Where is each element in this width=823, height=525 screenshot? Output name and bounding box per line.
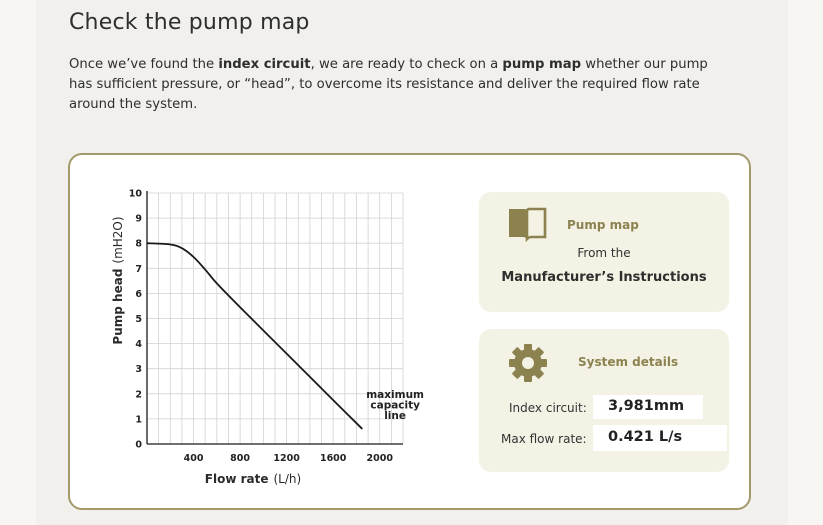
y-axis-label-unit: (mH2O) bbox=[111, 216, 125, 263]
x-axis-label: Flow rate (L/h) bbox=[205, 472, 301, 486]
pump-map-chart: 400 800 1200 1600 2000 0 1 2 3 4 5 6 7 8 9 10 maximum ca… bbox=[111, 189, 424, 487]
y-tick-label: 1 bbox=[135, 414, 142, 425]
chart-axes bbox=[146, 191, 403, 445]
x-tick-label: 1200 bbox=[273, 453, 300, 464]
chart-grid bbox=[147, 192, 404, 444]
pump-map-title: Pump map bbox=[567, 218, 639, 232]
y-tick-label: 5 bbox=[135, 314, 142, 325]
y-tick-label: 6 bbox=[135, 289, 142, 300]
x-tick-label: 1600 bbox=[320, 453, 347, 464]
intro-text-3: whether our pump has sufficient pressure… bbox=[69, 57, 708, 112]
max-flow-value: 0.421 L/s bbox=[608, 429, 683, 445]
pump-map-panel: Pump map From the Manufacturer’s Instruc… bbox=[479, 192, 729, 312]
index-circuit-value: 3,981mm bbox=[608, 398, 685, 414]
intro-text-1: Once we’ve found the bbox=[69, 57, 219, 72]
intro-bold-index-circuit: index circuit bbox=[218, 57, 311, 72]
pump-map-source: Manufacturer’s Instructions bbox=[501, 270, 707, 285]
chart-annotation: maximum capacity line bbox=[366, 389, 424, 422]
intro-text-2: , we are ready to check on a bbox=[310, 57, 503, 72]
intro-bold-pump-map: pump map bbox=[502, 57, 582, 72]
book-icon bbox=[509, 207, 547, 242]
annotation-line-1: maximum bbox=[366, 389, 424, 401]
intro-paragraph: Once we’ve found the index circuit, we a… bbox=[69, 55, 719, 115]
y-axis-label-name: Pump head bbox=[111, 269, 125, 345]
pump-curve-line bbox=[146, 242, 363, 430]
y-tick-label: 8 bbox=[135, 239, 142, 250]
y-tick-label: 2 bbox=[135, 389, 142, 400]
gear-icon bbox=[509, 344, 547, 382]
x-axis-label-name: Flow rate bbox=[205, 472, 269, 486]
x-tick-label: 2000 bbox=[367, 453, 394, 464]
max-flow-label: Max flow rate: bbox=[501, 432, 587, 446]
y-tick-label: 10 bbox=[129, 189, 143, 200]
y-tick-label: 4 bbox=[135, 339, 142, 350]
pump-map-subtitle: From the bbox=[577, 246, 631, 260]
x-tick-label: 800 bbox=[230, 453, 250, 464]
y-tick-label: 0 bbox=[135, 440, 142, 451]
y-tick-label: 3 bbox=[135, 364, 142, 375]
annotation-line-2: capacity bbox=[370, 400, 420, 412]
y-tick-label: 9 bbox=[135, 214, 142, 225]
pump-map-card: 400 800 1200 1600 2000 0 1 2 3 4 5 6 7 8 9 10 maximum ca… bbox=[68, 153, 751, 510]
annotation-line-3: line bbox=[384, 410, 406, 422]
system-details-panel: System details Index circuit: 3,981mm Ma… bbox=[479, 329, 729, 472]
y-tick-label: 7 bbox=[135, 264, 142, 275]
index-circuit-value-box bbox=[593, 395, 703, 419]
page-title: Check the pump map bbox=[69, 10, 310, 35]
x-tick-label: 400 bbox=[184, 453, 204, 464]
x-axis-label-unit: (L/h) bbox=[274, 472, 302, 486]
system-details-title: System details bbox=[578, 355, 679, 369]
y-axis-label: Pump head (mH2O) bbox=[111, 216, 125, 344]
max-flow-value-box bbox=[593, 425, 727, 451]
chart-ticks: 400 800 1200 1600 2000 0 1 2 3 4 5 6 7 8 9 10 bbox=[129, 189, 394, 465]
index-circuit-label: Index circuit: bbox=[509, 401, 587, 415]
